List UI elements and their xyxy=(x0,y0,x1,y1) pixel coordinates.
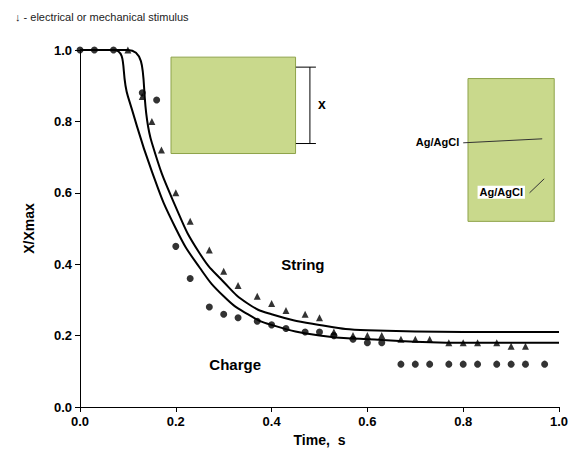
svg-text:0.0: 0.0 xyxy=(54,400,72,415)
svg-text:Ag/AgCl: Ag/AgCl xyxy=(416,136,459,148)
svg-text:x: x xyxy=(318,96,326,112)
svg-text:↓ - electrical or mechanical s: ↓ - electrical or mechanical stimulus xyxy=(15,11,189,23)
svg-text:X/Xmax: X/Xmax xyxy=(21,203,37,254)
svg-text:0.0: 0.0 xyxy=(71,414,89,429)
svg-text:1.0: 1.0 xyxy=(54,43,72,58)
svg-text:0.6: 0.6 xyxy=(54,185,72,200)
svg-text:String: String xyxy=(281,256,324,273)
svg-text:0.8: 0.8 xyxy=(454,414,472,429)
svg-text:0.4: 0.4 xyxy=(263,414,282,429)
svg-text:Charge: Charge xyxy=(209,356,261,373)
svg-text:0.2: 0.2 xyxy=(54,328,72,343)
svg-text:0.8: 0.8 xyxy=(54,114,72,129)
svg-text:0.2: 0.2 xyxy=(167,414,185,429)
svg-text:0.6: 0.6 xyxy=(358,414,376,429)
svg-text:0.4: 0.4 xyxy=(54,257,73,272)
svg-text:1.0: 1.0 xyxy=(550,414,568,429)
svg-text:Time, s: Time, s xyxy=(294,432,346,448)
svg-text:Ag/AgCl: Ag/AgCl xyxy=(480,186,523,198)
